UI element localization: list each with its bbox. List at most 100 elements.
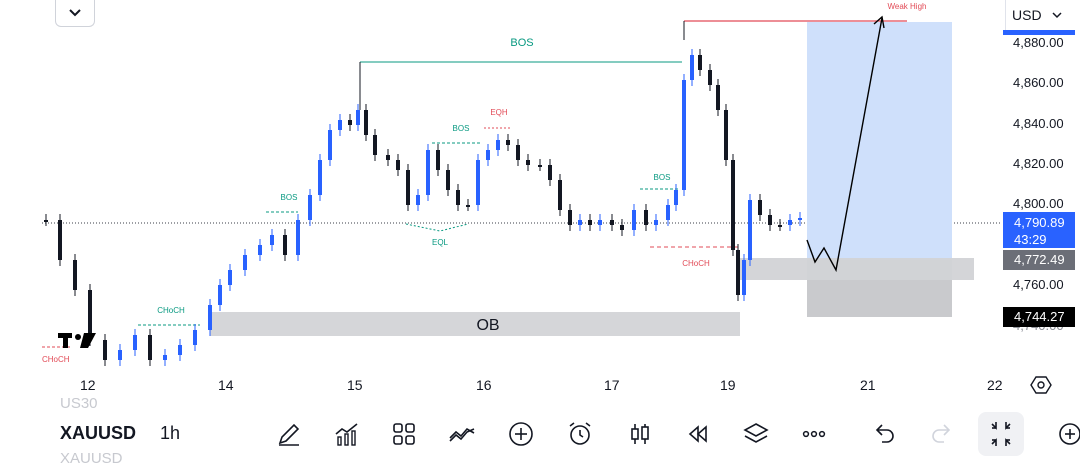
target-zone[interactable] xyxy=(807,22,952,260)
candle-body xyxy=(373,135,377,155)
candle-body xyxy=(386,155,390,160)
candle-body xyxy=(731,160,735,250)
indicators-icon[interactable] xyxy=(333,420,361,448)
candle-body xyxy=(742,260,746,295)
candle-body xyxy=(436,150,440,170)
candle-body xyxy=(103,340,107,360)
candle-body xyxy=(270,235,274,245)
candle-body xyxy=(516,145,520,160)
entry-zone[interactable] xyxy=(740,258,974,280)
compare-icon[interactable] xyxy=(448,420,476,448)
candle-body xyxy=(466,205,470,207)
grid-icon[interactable] xyxy=(390,420,418,448)
candle-body xyxy=(716,85,720,110)
candle-body xyxy=(578,220,582,225)
fullscreen-button[interactable] xyxy=(978,412,1024,456)
date-label: 22 xyxy=(987,377,1003,393)
fullscreen-icon xyxy=(991,422,1011,446)
level-tag: 4,744.27 xyxy=(1003,307,1075,327)
candle-body xyxy=(426,150,430,195)
candle-body xyxy=(588,220,592,225)
candle-body xyxy=(506,140,510,145)
candle-body xyxy=(736,250,740,295)
candle-body xyxy=(348,120,352,125)
candle-body xyxy=(538,165,542,167)
redo-icon[interactable] xyxy=(928,420,956,448)
candle-body xyxy=(243,255,247,270)
projection-arrowhead xyxy=(873,15,885,29)
symbol-list-ghost: US30 xyxy=(60,395,98,412)
candle-body xyxy=(318,160,322,195)
currency-selector[interactable]: USD xyxy=(1005,0,1080,30)
undo-icon[interactable] xyxy=(870,420,898,448)
candle-body xyxy=(598,220,602,225)
candle-body xyxy=(724,110,728,160)
candle-body xyxy=(632,210,636,230)
candle-body xyxy=(620,225,624,230)
candle-body xyxy=(654,220,658,225)
alarm-icon[interactable] xyxy=(566,420,594,448)
symbol-list-ghost: XAUUSD xyxy=(60,450,123,467)
date-label: 21 xyxy=(860,377,876,393)
candle-body xyxy=(610,220,614,225)
weak-high-label: Weak High xyxy=(888,2,927,11)
order-block-zone[interactable] xyxy=(210,312,740,336)
candle-body xyxy=(548,165,552,180)
price-label: 4,840.00 xyxy=(1013,116,1064,131)
candle-body xyxy=(118,350,122,360)
date-label: 19 xyxy=(720,377,736,393)
bos-right-label: BOS xyxy=(654,173,671,182)
candlestick-series[interactable] xyxy=(44,49,802,366)
interval-button[interactable]: 1h xyxy=(160,423,181,443)
pencil-icon[interactable] xyxy=(275,420,303,448)
price-label: 4,860.00 xyxy=(1013,75,1064,90)
date-label: 17 xyxy=(604,377,620,393)
last-price: 4,790.89 xyxy=(1014,215,1065,230)
candle-body xyxy=(364,110,368,135)
candle-body xyxy=(133,335,137,350)
symbol-button[interactable]: XAUUSD xyxy=(60,423,137,443)
candle-body xyxy=(690,55,694,80)
candle-body xyxy=(568,210,572,225)
candles-icon[interactable] xyxy=(626,420,654,448)
candle-body xyxy=(193,330,197,345)
candle-body xyxy=(328,130,332,160)
candle-body xyxy=(44,220,48,222)
candle-body xyxy=(778,225,782,227)
price-label: 4,880.00 xyxy=(1013,35,1064,50)
eqh-label: EQH xyxy=(490,108,508,117)
choch-right-label: CHoCH xyxy=(682,259,710,268)
price-chart[interactable]: OB BOS BOS BOS BOS EQH EQL CHoCH CHoCH C… xyxy=(0,0,1000,410)
date-label: 15 xyxy=(347,377,363,393)
replay-icon[interactable] xyxy=(684,420,712,448)
gear-icon[interactable] xyxy=(1030,374,1052,396)
eql-line xyxy=(405,223,469,232)
currency-label: USD xyxy=(1012,7,1042,23)
candle-body xyxy=(486,150,490,160)
chart-menu-button[interactable] xyxy=(55,0,95,27)
candle-body xyxy=(682,80,686,190)
tradingview-logo-icon xyxy=(58,333,96,348)
candle-body xyxy=(406,170,410,205)
candle-body xyxy=(698,55,702,70)
candle-body xyxy=(758,200,762,215)
candle-body xyxy=(218,285,222,305)
projection-path[interactable] xyxy=(806,17,883,273)
bottom-toolbar xyxy=(0,410,1080,458)
chevron-down-icon xyxy=(69,9,81,17)
candle-body xyxy=(666,205,670,220)
more-icon[interactable] xyxy=(800,420,828,448)
currency-accent-bar xyxy=(1003,30,1075,35)
candle-body xyxy=(58,220,62,260)
bos-left-label: BOS xyxy=(281,193,298,202)
add-icon[interactable] xyxy=(507,420,535,448)
plus-panel-icon[interactable] xyxy=(1056,420,1080,448)
candle-body xyxy=(476,160,480,205)
candle-body xyxy=(644,210,648,225)
candle-body xyxy=(163,355,167,360)
candle-body xyxy=(283,235,287,255)
candle-body xyxy=(674,190,678,205)
candle-body xyxy=(456,190,460,205)
layers-icon[interactable] xyxy=(742,420,770,448)
candle-body xyxy=(396,160,400,170)
